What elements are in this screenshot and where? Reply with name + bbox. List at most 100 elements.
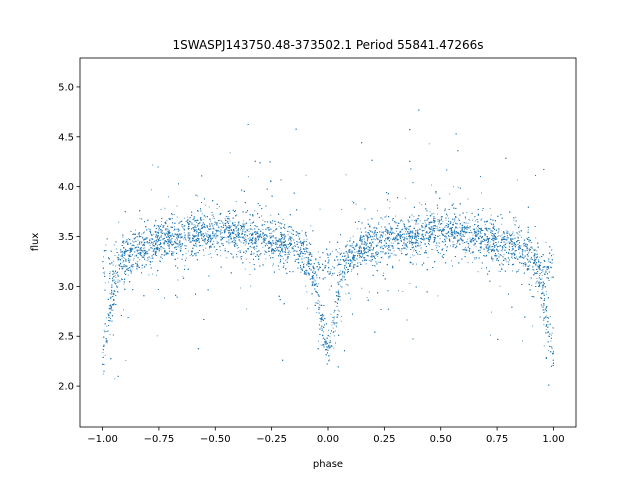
data-point [296,231,298,233]
data-point [301,230,303,232]
data-point [333,335,335,337]
data-point [212,217,214,219]
data-point [219,219,221,221]
data-point [355,259,356,261]
data-point [485,245,487,247]
data-point [431,184,432,186]
data-point [189,254,191,256]
data-point [137,239,139,241]
data-point [165,251,166,253]
data-point [538,269,540,271]
data-point [210,234,211,236]
data-point [109,275,111,277]
data-point [477,229,479,231]
data-point [222,243,224,245]
data-point [443,229,445,231]
data-point [445,219,447,221]
data-point [176,237,177,239]
data-point [439,253,441,254]
data-point [289,238,291,239]
data-point [330,268,332,270]
data-point [263,234,265,236]
data-point [526,258,528,260]
data-point [433,229,435,231]
data-point [228,227,230,229]
data-point [453,246,455,248]
data-point [215,232,217,234]
data-point [472,234,474,236]
data-point [489,334,491,336]
chart-title: 1SWASPJ143750.48-373502.1 Period 55841.4… [172,38,483,52]
data-point [269,235,271,237]
data-point [238,224,240,226]
data-point [407,247,409,249]
data-point [481,192,482,194]
data-point [421,235,423,237]
data-point [374,226,376,228]
data-point [474,258,476,260]
data-point [508,261,510,263]
data-point [521,248,523,250]
data-point [497,236,499,237]
data-point [168,251,170,252]
data-point [164,235,166,237]
data-point [288,238,290,240]
data-point [189,232,191,234]
data-point [454,236,456,238]
data-point [222,232,223,234]
data-point [217,230,218,232]
data-point [291,232,293,234]
data-point [454,231,456,233]
data-point [432,230,434,232]
data-point [237,251,239,253]
data-point [517,249,519,250]
data-point [390,228,391,230]
data-point [193,224,195,226]
data-point [115,281,117,282]
data-point [237,225,239,227]
data-point [522,340,523,342]
data-point [264,240,266,241]
data-point [262,228,264,230]
data-point [303,239,305,241]
data-point [361,287,363,289]
data-point [215,233,217,235]
data-point [170,240,172,242]
data-point [512,270,513,272]
data-point [177,231,179,232]
data-point [283,265,285,267]
data-point [133,258,135,260]
data-point [216,231,218,233]
data-point [448,217,450,219]
data-point [342,275,344,277]
data-point [493,249,494,251]
data-point [251,229,253,231]
data-point [258,237,260,238]
data-point [398,259,400,261]
data-point [450,245,451,247]
data-point [505,259,507,261]
data-point [224,236,225,238]
data-point [330,332,331,334]
data-point [436,229,438,231]
data-point [389,231,391,233]
data-point [437,227,439,229]
data-point [270,235,272,237]
data-point [407,241,409,243]
data-point [478,242,480,244]
data-point [270,214,272,216]
data-point [536,281,538,283]
data-point [161,258,163,259]
data-point [521,252,523,254]
data-point [413,255,415,257]
data-point [525,246,526,247]
data-point [490,229,492,231]
data-point [254,243,256,245]
data-point [366,247,368,249]
data-point [444,226,445,228]
data-point [376,244,378,246]
data-point [424,228,426,230]
data-point [437,229,439,231]
data-point [366,235,368,237]
scatter-points [102,109,554,386]
